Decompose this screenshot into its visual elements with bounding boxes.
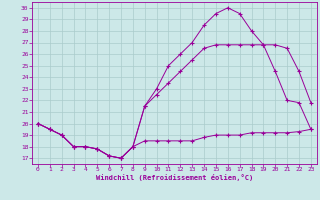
X-axis label: Windchill (Refroidissement éolien,°C): Windchill (Refroidissement éolien,°C) [96, 174, 253, 181]
